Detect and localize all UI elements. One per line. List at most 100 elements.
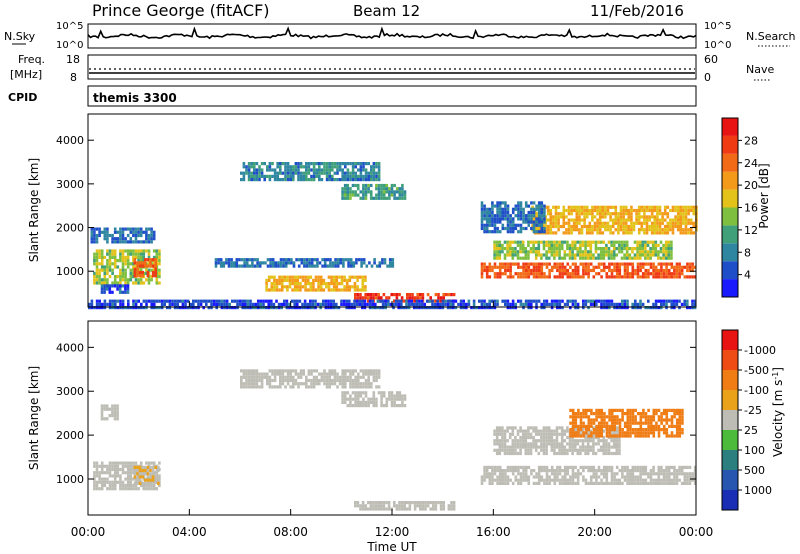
heatmap-cell-velocity — [255, 382, 259, 386]
heatmap-cell-power — [644, 306, 647, 310]
heatmap-cell-velocity — [524, 432, 528, 436]
heatmap-cell-power — [367, 178, 370, 182]
heatmap-cell-power — [138, 264, 142, 268]
heatmap-cell-velocity — [521, 429, 525, 433]
heatmap-cell-power — [686, 268, 689, 273]
heatmap-cell-velocity — [364, 504, 367, 508]
heatmap-cell-power — [549, 218, 553, 222]
heatmap-cell-velocity — [247, 382, 251, 386]
heatmap-cell-velocity — [395, 507, 399, 511]
heatmap-cell-velocity — [367, 369, 370, 373]
heatmap-cell-velocity — [592, 451, 595, 456]
heatmap-cell-velocity — [388, 391, 391, 395]
heatmap-cell-power — [687, 205, 690, 209]
heatmap-cell-power — [359, 168, 363, 172]
heatmap-cell-power — [312, 288, 315, 292]
heatmap-cell-velocity — [558, 478, 562, 482]
heatmap-cell-power — [235, 264, 239, 268]
heatmap-cell-power — [582, 268, 585, 273]
heatmap-cell-velocity — [550, 439, 554, 443]
heatmap-cell-power — [222, 264, 226, 268]
heatmap-cell-velocity — [641, 481, 645, 485]
heatmap-cell-power — [673, 268, 676, 273]
heatmap-cell-power — [566, 299, 569, 303]
heatmap-cell-velocity — [496, 478, 499, 482]
heatmap-cell-power — [383, 258, 387, 262]
heatmap-cell-velocity — [258, 375, 261, 379]
heatmap-cell-velocity — [571, 418, 575, 422]
heatmap-cell-velocity — [532, 426, 535, 430]
heatmap-cell-velocity — [605, 445, 608, 449]
heatmap-cell-power — [332, 275, 336, 279]
heatmap-cell-power — [614, 221, 618, 225]
heatmap-cell-power — [340, 288, 344, 292]
heatmap-cell-power — [570, 218, 573, 222]
heatmap-cell-power — [493, 250, 496, 254]
heatmap-cell-velocity — [424, 504, 427, 508]
heatmap-cell-power — [636, 247, 639, 251]
heatmap-cell-velocity — [253, 372, 256, 376]
heatmap-cell-velocity — [634, 478, 637, 482]
heatmap-cell-power — [346, 174, 350, 178]
heatmap-cell-power — [657, 250, 660, 254]
heatmap-cell-velocity — [644, 431, 648, 435]
heatmap-cell-power — [152, 262, 156, 266]
heatmap-cell-velocity — [100, 417, 104, 421]
heatmap-cell-power — [271, 162, 274, 166]
heatmap-cell-power — [106, 233, 109, 238]
heatmap-cell-power — [504, 265, 507, 269]
heatmap-cell-power — [407, 306, 411, 310]
heatmap-cell-power — [546, 205, 550, 209]
heatmap-cell-power — [563, 256, 567, 260]
heatmap-cell-velocity — [524, 435, 528, 440]
heatmap-cell-velocity — [129, 487, 133, 491]
heatmap-cell-velocity — [95, 461, 99, 465]
heatmap-cell-power — [297, 178, 300, 182]
heatmap-cell-power — [621, 275, 624, 279]
heatmap-cell-power — [310, 162, 313, 166]
heatmap-cell-velocity — [532, 445, 535, 449]
heatmap-cell-power — [589, 243, 593, 247]
heatmap-cell-power — [568, 253, 572, 257]
heatmap-cell-power — [150, 302, 153, 306]
heatmap-cell-velocity — [509, 478, 512, 482]
heatmap-cell-power — [506, 204, 510, 208]
heatmap-cell-velocity — [615, 442, 619, 446]
heatmap-cell-velocity — [372, 507, 375, 511]
heatmap-cell-power — [543, 217, 546, 221]
heatmap-cell-power — [480, 220, 484, 224]
heatmap-cell-velocity — [626, 418, 630, 422]
heatmap-cell-velocity — [662, 472, 666, 476]
heatmap-cell-velocity — [657, 465, 661, 469]
heatmap-cell-power — [676, 208, 680, 213]
heatmap-cell-power — [385, 190, 389, 194]
heatmap-cell-power — [504, 201, 507, 205]
heatmap-cell-power — [493, 275, 497, 279]
heatmap-cell-power — [605, 306, 608, 310]
heatmap-cell-power — [106, 227, 109, 231]
y-tick-label: 4000 — [56, 134, 84, 147]
heatmap-cell-power — [192, 299, 195, 303]
heatmap-cell-power — [95, 233, 99, 238]
heatmap-cell-power — [537, 272, 541, 276]
heatmap-cell-power — [459, 299, 463, 303]
heatmap-cell-power — [509, 268, 512, 273]
heatmap-cell-velocity — [553, 445, 556, 449]
heatmap-cell-power — [621, 262, 624, 266]
heatmap-cell-power — [305, 178, 308, 182]
heatmap-cell-velocity — [111, 474, 114, 478]
heatmap-cell-velocity — [372, 378, 376, 383]
heatmap-cell-velocity — [338, 382, 342, 386]
heatmap-cell-velocity — [636, 412, 640, 416]
heatmap-cell-power — [623, 306, 627, 310]
heatmap-cell-power — [108, 262, 112, 266]
heatmap-cell-power — [545, 302, 549, 306]
heatmap-cell-power — [553, 302, 556, 306]
heatmap-cell-velocity — [113, 407, 117, 411]
heatmap-cell-power — [345, 285, 349, 289]
heatmap-cell-power — [631, 275, 635, 279]
heatmap-cell-power — [106, 262, 109, 266]
heatmap-cell-power — [662, 253, 665, 257]
heatmap-cell-power — [139, 252, 143, 256]
heatmap-cell-power — [530, 262, 533, 266]
